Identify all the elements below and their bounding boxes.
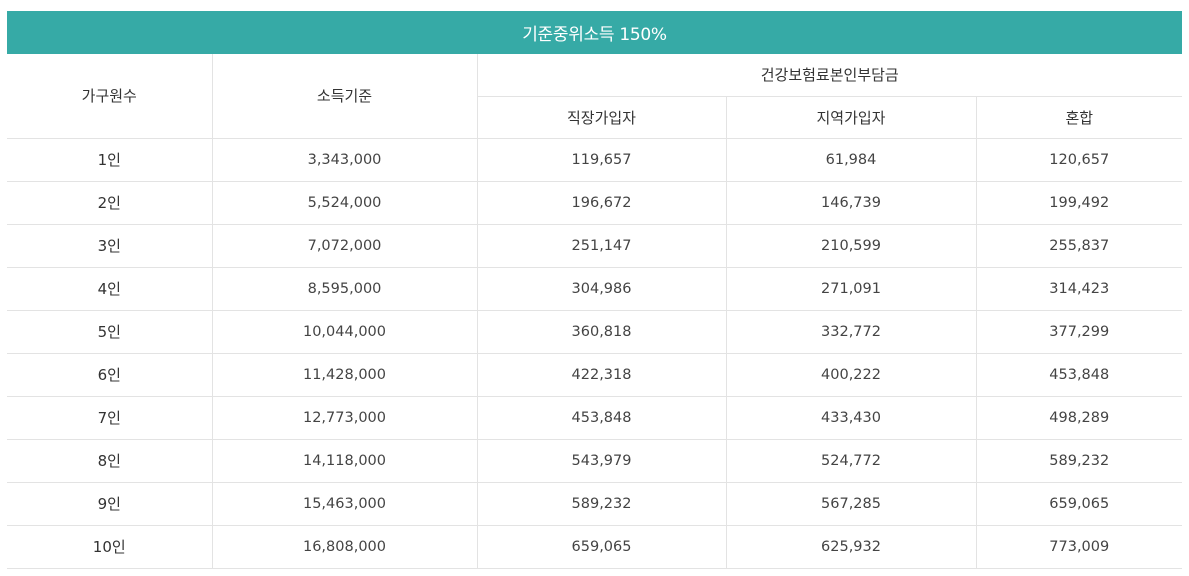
- cell-household: 5인: [7, 310, 213, 354]
- cell-employee: 589,232: [477, 482, 727, 526]
- cell-regional: 524,772: [726, 439, 977, 483]
- cell-regional: 400,222: [726, 353, 977, 397]
- cell-employee: 453,848: [477, 396, 727, 440]
- cell-employee: 422,318: [477, 353, 727, 397]
- cell-income: 10,044,000: [212, 310, 478, 354]
- header-household: 가구원수: [7, 54, 213, 139]
- cell-regional: 332,772: [726, 310, 977, 354]
- header-mixed: 혼합: [976, 96, 1182, 139]
- table-row: 1인 3,343,000 119,657 61,984 120,657: [7, 138, 1182, 182]
- cell-mixed: 773,009: [976, 525, 1182, 569]
- table-row: 6인 11,428,000 422,318 400,222 453,848: [7, 353, 1182, 397]
- table-row: 8인 14,118,000 543,979 524,772 589,232: [7, 439, 1182, 483]
- cell-mixed: 659,065: [976, 482, 1182, 526]
- cell-income: 15,463,000: [212, 482, 478, 526]
- cell-household: 3인: [7, 224, 213, 268]
- cell-income: 12,773,000: [212, 396, 478, 440]
- cell-mixed: 199,492: [976, 181, 1182, 225]
- cell-household: 7인: [7, 396, 213, 440]
- cell-regional: 146,739: [726, 181, 977, 225]
- table-row: 5인 10,044,000 360,818 332,772 377,299: [7, 310, 1182, 354]
- cell-household: 2인: [7, 181, 213, 225]
- cell-regional: 210,599: [726, 224, 977, 268]
- table-row: 4인 8,595,000 304,986 271,091 314,423: [7, 267, 1182, 311]
- cell-mixed: 120,657: [976, 138, 1182, 182]
- cell-mixed: 453,848: [976, 353, 1182, 397]
- header-employee: 직장가입자: [477, 96, 727, 139]
- cell-regional: 271,091: [726, 267, 977, 311]
- cell-employee: 119,657: [477, 138, 727, 182]
- cell-regional: 61,984: [726, 138, 977, 182]
- cell-household: 4인: [7, 267, 213, 311]
- cell-employee: 360,818: [477, 310, 727, 354]
- cell-mixed: 255,837: [976, 224, 1182, 268]
- table-row: 2인 5,524,000 196,672 146,739 199,492: [7, 181, 1182, 225]
- cell-employee: 543,979: [477, 439, 727, 483]
- income-premium-table-container: 기준중위소득 150% 가구원수 소득기준 건강보험료본인부담금 직장가입자 지…: [7, 11, 1182, 569]
- cell-income: 8,595,000: [212, 267, 478, 311]
- cell-household: 6인: [7, 353, 213, 397]
- cell-regional: 625,932: [726, 525, 977, 569]
- table-row: 3인 7,072,000 251,147 210,599 255,837: [7, 224, 1182, 268]
- cell-mixed: 314,423: [976, 267, 1182, 311]
- table-row: 9인 15,463,000 589,232 567,285 659,065: [7, 482, 1182, 526]
- cell-regional: 433,430: [726, 396, 977, 440]
- cell-income: 7,072,000: [212, 224, 478, 268]
- cell-income: 11,428,000: [212, 353, 478, 397]
- cell-employee: 304,986: [477, 267, 727, 311]
- cell-income: 3,343,000: [212, 138, 478, 182]
- cell-mixed: 498,289: [976, 396, 1182, 440]
- cell-household: 10인: [7, 525, 213, 569]
- cell-income: 16,808,000: [212, 525, 478, 569]
- cell-income: 14,118,000: [212, 439, 478, 483]
- cell-mixed: 589,232: [976, 439, 1182, 483]
- header-income: 소득기준: [212, 54, 478, 139]
- cell-employee: 196,672: [477, 181, 727, 225]
- cell-mixed: 377,299: [976, 310, 1182, 354]
- cell-employee: 251,147: [477, 224, 727, 268]
- cell-income: 5,524,000: [212, 181, 478, 225]
- table-row: 10인 16,808,000 659,065 625,932 773,009: [7, 525, 1182, 569]
- cell-household: 8인: [7, 439, 213, 483]
- cell-household: 9인: [7, 482, 213, 526]
- cell-regional: 567,285: [726, 482, 977, 526]
- cell-household: 1인: [7, 138, 213, 182]
- cell-employee: 659,065: [477, 525, 727, 569]
- table-row: 7인 12,773,000 453,848 433,430 498,289: [7, 396, 1182, 440]
- header-regional: 지역가입자: [726, 96, 977, 139]
- header-premium-group: 건강보험료본인부담금: [477, 54, 1182, 97]
- income-premium-table: 가구원수 소득기준 건강보험료본인부담금 직장가입자 지역가입자 혼합 1인 3…: [7, 54, 1182, 569]
- table-title: 기준중위소득 150%: [7, 11, 1182, 54]
